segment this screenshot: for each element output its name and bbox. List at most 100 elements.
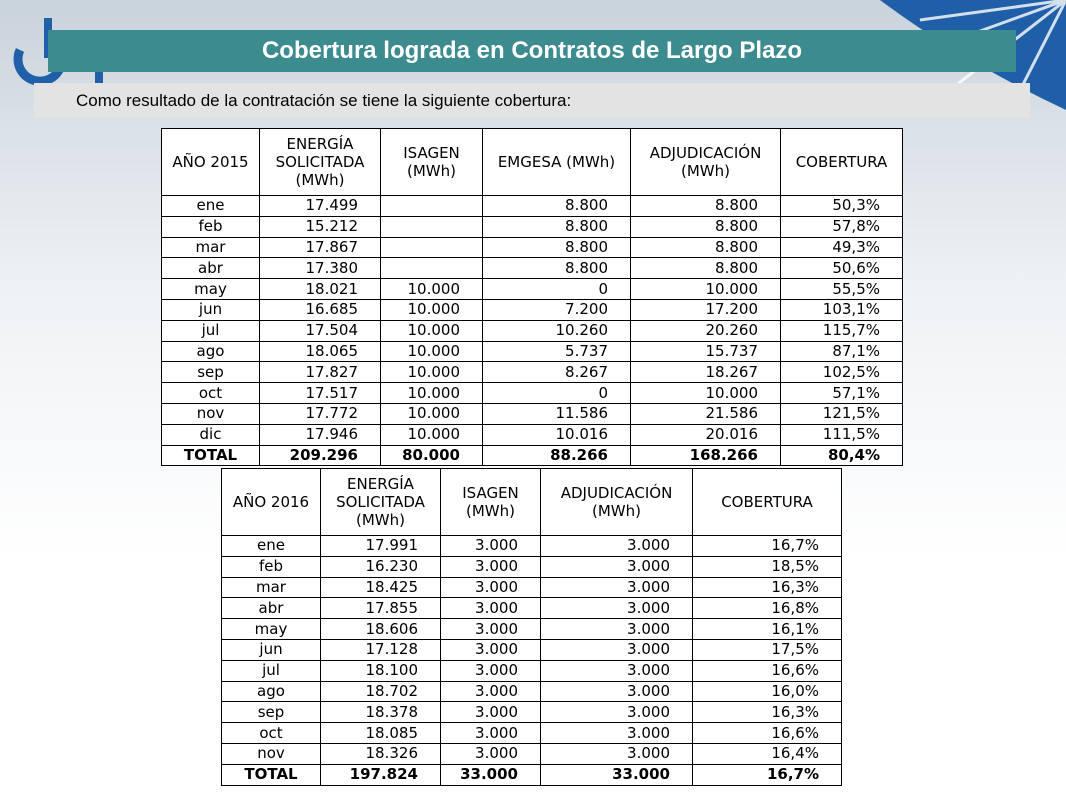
cell: 3.000	[540, 742, 693, 765]
cell: 8.800	[630, 195, 781, 217]
title: Cobertura lograda en Contratos de Largo …	[48, 30, 1016, 72]
header-line: (MWh)	[681, 162, 730, 180]
cell: 3.000	[440, 680, 541, 703]
cell: 17.827	[259, 361, 381, 384]
cell: 10.000	[630, 278, 781, 300]
cell: 3.000	[440, 722, 541, 744]
cell	[380, 236, 483, 259]
cell: 18.425	[320, 576, 441, 599]
cell: 10.000	[380, 278, 483, 300]
column-header: ISAGEN (MWh)	[380, 128, 483, 196]
data-row: ene 17.991 3.000 3.000 16,7%	[221, 535, 842, 557]
header-line: (MWh)	[407, 162, 456, 180]
column-header: ENERGÍA SOLICITADA (MWh)	[259, 128, 381, 196]
cell: 15.737	[630, 340, 781, 363]
cell: 17.499	[259, 195, 381, 217]
cell: 16,6%	[692, 659, 842, 682]
cell: TOTAL	[221, 763, 321, 786]
cell: feb	[161, 215, 260, 238]
cell: 18.065	[259, 340, 381, 363]
cell: feb	[221, 555, 321, 578]
cell: 10.000	[380, 402, 483, 425]
cell: 16,0%	[692, 680, 842, 703]
header-line: COBERTURA	[721, 493, 813, 511]
header-line: EMGESA (MWh)	[497, 153, 616, 171]
cell: 33.000	[540, 763, 693, 786]
data-row: oct 17.517 10.000 0 10.000 57,1%	[161, 382, 903, 404]
cell: 49,3%	[780, 236, 903, 259]
cell: 10.000	[380, 423, 483, 446]
column-header: ADJUDICACIÓN (MWh)	[540, 468, 693, 536]
cell: ene	[221, 535, 321, 557]
cell: 33.000	[440, 763, 541, 786]
cell: 55,5%	[780, 278, 903, 300]
column-header: ISAGEN (MWh)	[440, 468, 541, 536]
cell: 7.200	[482, 298, 631, 321]
cell: 10.000	[380, 361, 483, 384]
header-line: COBERTURA	[795, 153, 888, 171]
cell: 16,8%	[692, 597, 842, 620]
cell: 16,7%	[692, 763, 842, 786]
cell: dic	[161, 423, 260, 446]
column-header: COBERTURA	[692, 468, 842, 536]
cell: 80.000	[380, 444, 483, 467]
cell: 10.000	[380, 298, 483, 321]
data-row: sep 18.378 3.000 3.000 16,3%	[221, 701, 842, 724]
cell: 197.824	[320, 763, 441, 786]
cell: 3.000	[440, 659, 541, 682]
cell: sep	[161, 361, 260, 384]
column-header: COBERTURA	[780, 128, 903, 196]
cell: 16,3%	[692, 576, 842, 599]
cell: 8.800	[630, 236, 781, 259]
cell: ene	[161, 195, 260, 217]
cell: 102,5%	[780, 361, 903, 384]
cell: 3.000	[540, 555, 693, 578]
data-row: nov 18.326 3.000 3.000 16,4%	[221, 742, 842, 765]
cell: 18.100	[320, 659, 441, 682]
header-line: AÑO 2015	[172, 153, 249, 171]
column-header: ENERGÍA SOLICITADA (MWh)	[320, 468, 441, 536]
data-row: mar 18.425 3.000 3.000 16,3%	[221, 576, 842, 599]
cell: oct	[221, 722, 321, 744]
cell: 5.737	[482, 340, 631, 363]
cell: 3.000	[540, 659, 693, 682]
header-line: (MWh)	[356, 511, 405, 529]
data-row: jul 18.100 3.000 3.000 16,6%	[221, 659, 842, 682]
cell: 16,7%	[692, 535, 842, 557]
data-row: ago 18.065 10.000 5.737 15.737 87,1%	[161, 340, 903, 363]
column-header: AÑO 2016	[221, 468, 321, 536]
cell: 87,1%	[780, 340, 903, 363]
cell: 50,6%	[780, 257, 903, 280]
data-row: sep 17.827 10.000 8.267 18.267 102,5%	[161, 361, 903, 384]
data-row: feb 15.212 8.800 8.800 57,8%	[161, 215, 903, 238]
cell: 3.000	[540, 535, 693, 557]
cell: 3.000	[540, 701, 693, 724]
cell: 17.517	[259, 382, 381, 404]
header-line: SOLICITADA	[275, 153, 365, 171]
header-line: (MWh)	[592, 502, 641, 520]
cell: 57,8%	[780, 215, 903, 238]
cell: mar	[161, 236, 260, 259]
cell: 3.000	[540, 680, 693, 703]
cell: 18.606	[320, 618, 441, 640]
data-row: jul 17.504 10.000 10.260 20.260 115,7%	[161, 319, 903, 342]
cell: 18.085	[320, 722, 441, 744]
cell: ago	[221, 680, 321, 703]
cell: mar	[221, 576, 321, 599]
cell: jun	[221, 638, 321, 661]
cell	[380, 257, 483, 280]
cell: abr	[221, 597, 321, 620]
header-line: (MWh)	[295, 171, 345, 189]
cell: jul	[161, 319, 260, 342]
cell: 50,3%	[780, 195, 903, 217]
cell: 16,4%	[692, 742, 842, 765]
cell: 8.800	[630, 257, 781, 280]
cell	[380, 195, 483, 217]
cell: 21.586	[630, 402, 781, 425]
cell: 17.991	[320, 535, 441, 557]
cell: 209.296	[259, 444, 381, 467]
cell: 80,4%	[780, 444, 903, 467]
header-line: ADJUDICACIÓN	[649, 144, 762, 162]
header-line: ISAGEN	[462, 484, 519, 502]
